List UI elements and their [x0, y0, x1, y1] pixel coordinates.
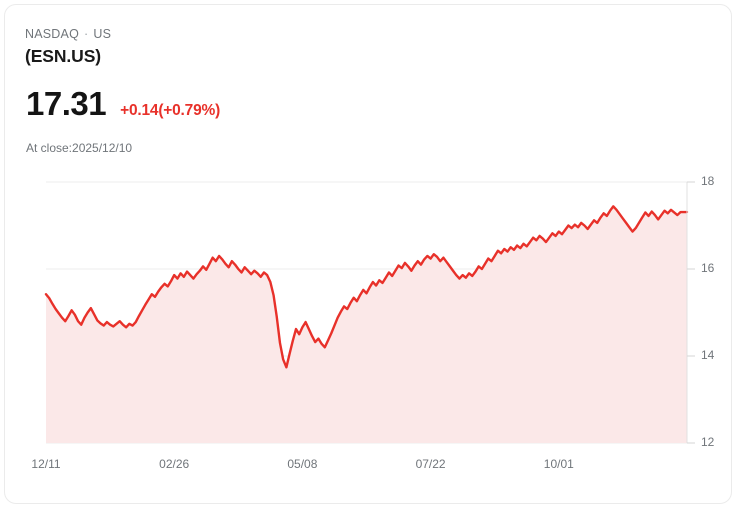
y-tick-label: 14	[701, 348, 715, 362]
price-row: 17.31 +0.14(+0.79%)	[26, 85, 220, 123]
chart-y-tickmarks	[687, 181, 695, 444]
x-tick-label: 02/26	[159, 457, 190, 471]
country-code: US	[93, 27, 112, 41]
y-tick-label: 12	[701, 435, 715, 449]
x-tick-label: 10/01	[543, 457, 574, 471]
chart-canvas	[44, 181, 695, 444]
stock-quote-card: NASDAQ · US (ESN.US) 17.31 +0.14(+0.79%) A…	[4, 4, 732, 504]
current-price: 17.31	[26, 85, 107, 122]
x-tick-label: 05/08	[287, 457, 318, 471]
y-tick-label: 18	[701, 174, 715, 188]
x-tick-label: 12/11	[31, 457, 61, 471]
ticker-symbol: (ESN.US)	[25, 46, 102, 66]
y-tick-label: 16	[701, 261, 715, 275]
at-close-timestamp: At close:2025/12/10	[26, 141, 133, 155]
exchange-name: NASDAQ	[25, 27, 79, 41]
chart-area-fill	[46, 206, 687, 443]
price-chart[interactable]: 18 16 14 12 12/11 02/26 05/08 07/22 10/01	[5, 165, 731, 485]
chart-line	[44, 205, 689, 369]
x-tick-label: 07/22	[415, 457, 446, 471]
price-change: +0.14(+0.79%)	[120, 102, 221, 119]
separator-dot: ·	[84, 27, 89, 41]
exchange-line: NASDAQ · US	[25, 27, 111, 41]
